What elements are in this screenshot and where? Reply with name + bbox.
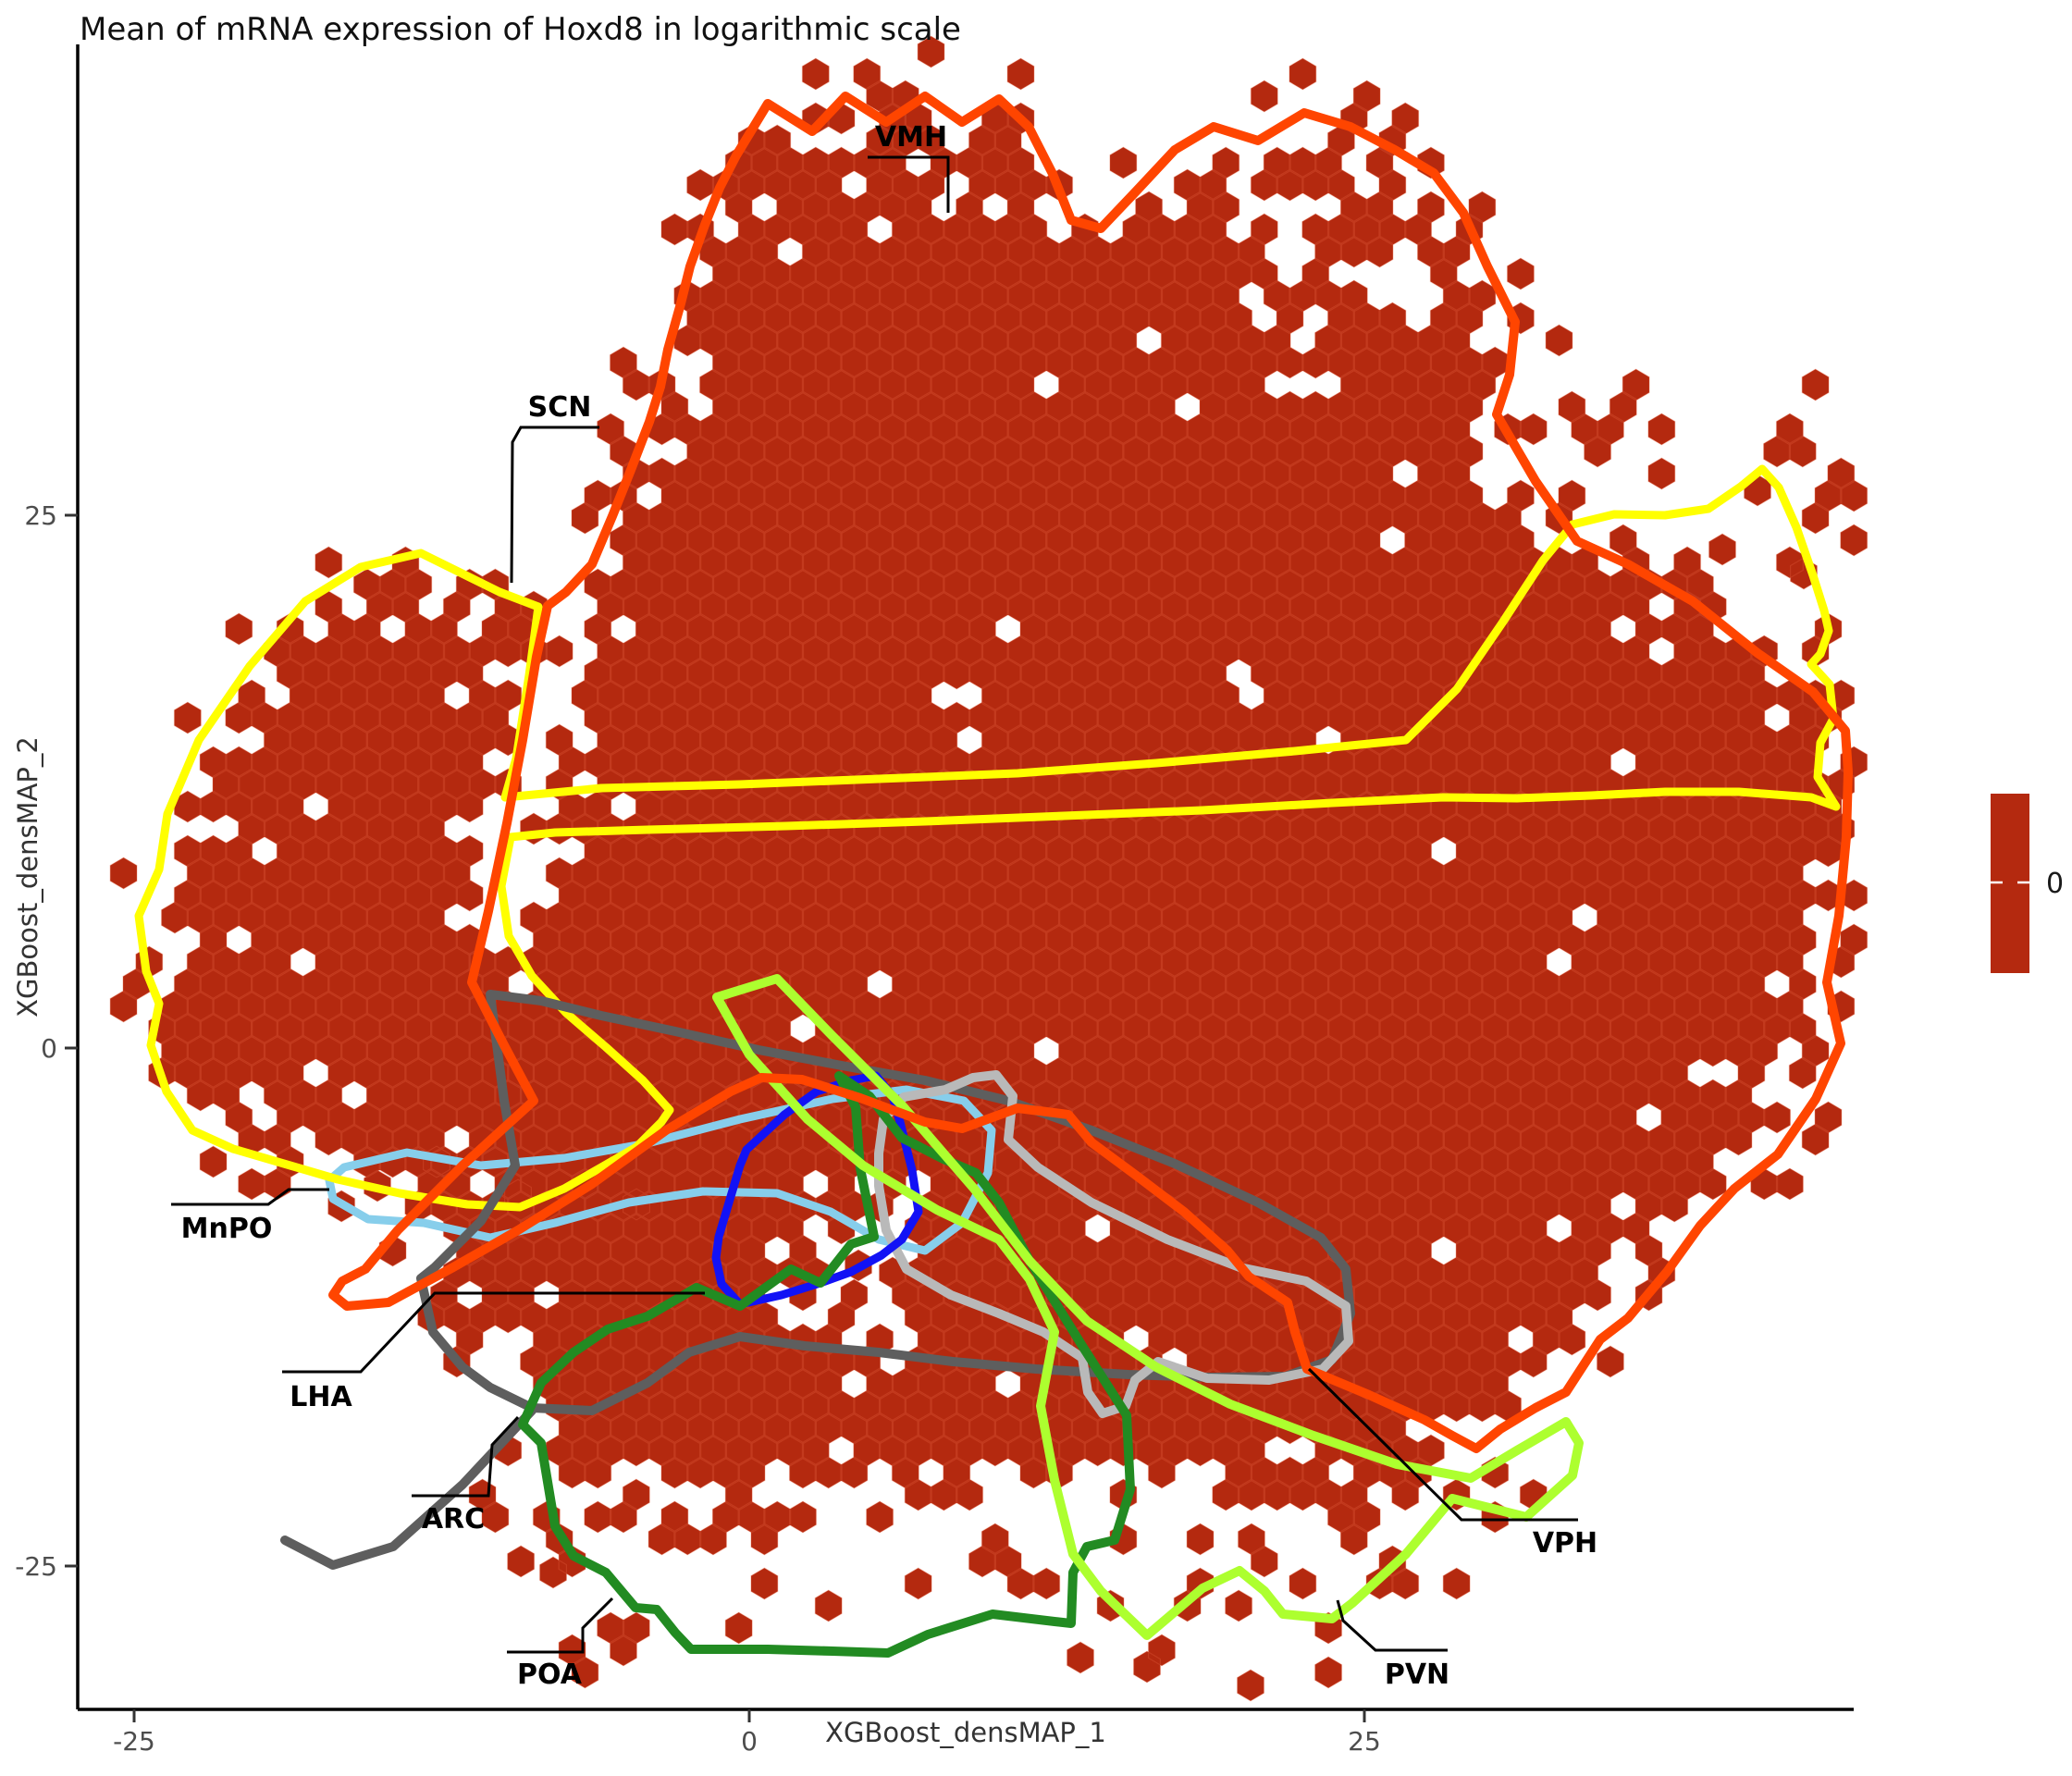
vph-leader-line — [1307, 1367, 1578, 1522]
x-tick-label: 25 — [1348, 1726, 1381, 1757]
pvn-leader-line — [1336, 1599, 1448, 1652]
legend-tick-label: 0 — [2046, 868, 2064, 900]
annotations: VMH SCN MnPO LHA ARC POA PVN VPH — [171, 121, 1597, 1691]
x-tick-label: 0 — [741, 1726, 758, 1757]
mnpo-leader-line — [171, 1188, 329, 1206]
pvn-label: PVN — [1385, 1659, 1449, 1691]
poa-region-outline — [518, 1071, 1135, 1658]
vmh-leader-line — [868, 155, 950, 213]
x-axis-label: XGBoost_densMAP_1 — [825, 1717, 1106, 1748]
scn-leader-line — [510, 426, 599, 584]
hexbin-field — [109, 35, 1868, 1702]
mnpo-label: MnPO — [181, 1213, 273, 1245]
poa-label: POA — [517, 1659, 583, 1691]
scn-region-outline — [134, 464, 1841, 1212]
y-tick-label: -25 — [15, 1551, 57, 1582]
lha-region-outline — [280, 1406, 536, 1570]
lha-leader-line — [282, 1291, 705, 1374]
scn-label: SCN — [528, 391, 592, 424]
vmh-region-outline — [328, 92, 1853, 1453]
legend-colorbar: 0 — [1991, 794, 2064, 973]
vmh-label: VMH — [875, 121, 947, 154]
plot-title: Mean of mRNA expression of Hoxd8 in loga… — [80, 11, 961, 48]
y-tick-label: 0 — [41, 1033, 57, 1064]
pvn-region-outline — [712, 974, 1584, 1640]
arc-leader-line — [412, 1415, 520, 1498]
vph-label: VPH — [1533, 1527, 1597, 1560]
arc-label: ARC — [422, 1503, 485, 1536]
y-tick-label: 25 — [24, 500, 57, 531]
y-axis-label: XGBoost_densMAP_2 — [12, 736, 43, 1018]
region-outlines — [134, 92, 1853, 1658]
poa-leader-line — [507, 1597, 614, 1654]
lha-label: LHA — [290, 1381, 352, 1413]
x-tick-label: -25 — [113, 1726, 155, 1757]
